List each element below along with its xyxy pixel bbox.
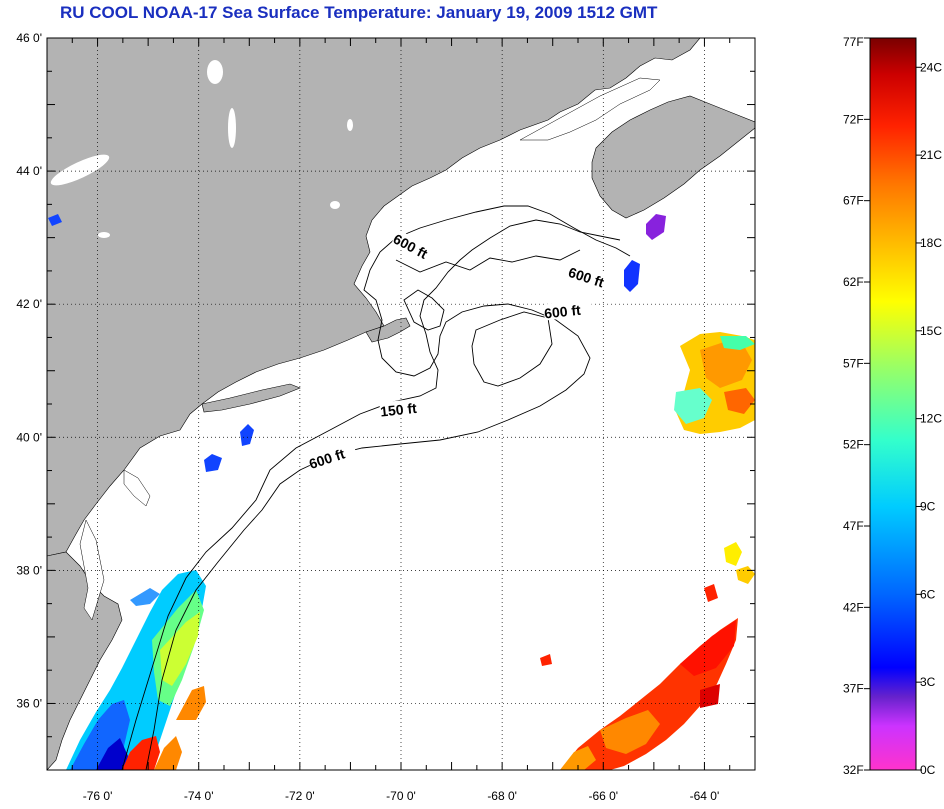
fahrenheit-label: 62F xyxy=(843,275,864,289)
lon-label: -74 0' xyxy=(184,789,214,803)
land-cape-cod xyxy=(365,317,411,343)
map-title: RU COOL NOAA-17 Sea Surface Temperature:… xyxy=(60,3,658,22)
chesapeake-bay xyxy=(79,519,105,621)
lat-label: 46 0' xyxy=(16,31,42,45)
celsius-label: 6C xyxy=(920,587,936,601)
lake xyxy=(347,119,353,131)
lat-label: 42 0' xyxy=(16,297,42,311)
lon-label: -70 0' xyxy=(386,789,416,803)
contour-label: 150 ft xyxy=(379,400,417,420)
lake xyxy=(98,232,110,238)
contour-georges xyxy=(471,311,553,387)
contour-600ft xyxy=(145,205,631,770)
axis-ticks xyxy=(46,37,756,771)
lat-label: 40 0' xyxy=(16,430,42,444)
lon-label: -64 0' xyxy=(690,789,720,803)
fahrenheit-label: 57F xyxy=(843,356,864,370)
celsius-label: 15C xyxy=(920,324,942,338)
latitude-labels: 46 0' 44 0' 42 0' 40 0' 38 0' 36 0' xyxy=(16,31,42,710)
fahrenheit-label: 42F xyxy=(843,600,864,614)
celsius-label: 0C xyxy=(920,763,936,777)
contour-gom-inner xyxy=(395,249,581,273)
fahrenheit-label: 67F xyxy=(843,194,864,208)
fahrenheit-label: 72F xyxy=(843,112,864,126)
lon-label: -66 0' xyxy=(588,789,618,803)
land-nova-scotia xyxy=(591,95,755,219)
longitude-labels: -76 0' -74 0' -72 0' -70 0' -68 0' -66 0' -64 … xyxy=(83,789,720,803)
lake xyxy=(228,108,236,148)
fahrenheit-label: 37F xyxy=(843,682,864,696)
celsius-label: 18C xyxy=(920,236,942,250)
colorbar-fahrenheit-labels: 77F 72F 67F 62F 57F 52F 47F 42F 37F 32F xyxy=(843,35,870,777)
contour-gom-basin xyxy=(403,289,445,331)
land-long-island xyxy=(201,383,301,413)
celsius-label: 24C xyxy=(920,60,942,74)
lon-label: -76 0' xyxy=(83,789,113,803)
colorbar xyxy=(869,37,917,771)
bay-of-fundy xyxy=(519,77,661,141)
celsius-label: 12C xyxy=(920,412,942,426)
fahrenheit-label: 77F xyxy=(843,35,864,49)
celsius-label: 9C xyxy=(920,499,936,513)
lon-label: -72 0' xyxy=(285,789,315,803)
colorbar-celsius-labels: 24C 21C 18C 15C 12C 9C 6C 3C 0C xyxy=(916,60,942,777)
celsius-label: 21C xyxy=(920,148,942,162)
land-mainland xyxy=(47,38,701,557)
celsius-label: 3C xyxy=(920,675,936,689)
bathymetry-contours xyxy=(121,205,631,770)
lake xyxy=(330,201,340,209)
lat-label: 36 0' xyxy=(16,696,42,710)
lake xyxy=(50,154,110,186)
fahrenheit-label: 52F xyxy=(843,438,864,452)
fahrenheit-label: 47F xyxy=(843,519,864,533)
fahrenheit-label: 32F xyxy=(843,763,864,777)
lat-label: 38 0' xyxy=(16,563,42,577)
lon-label: -68 0' xyxy=(487,789,517,803)
sst-data xyxy=(48,214,755,770)
delaware-bay xyxy=(123,469,151,507)
lake xyxy=(207,60,223,84)
lat-label: 44 0' xyxy=(16,164,42,178)
contour-150ft xyxy=(121,219,621,770)
contour-label: 600 ft xyxy=(543,302,581,322)
